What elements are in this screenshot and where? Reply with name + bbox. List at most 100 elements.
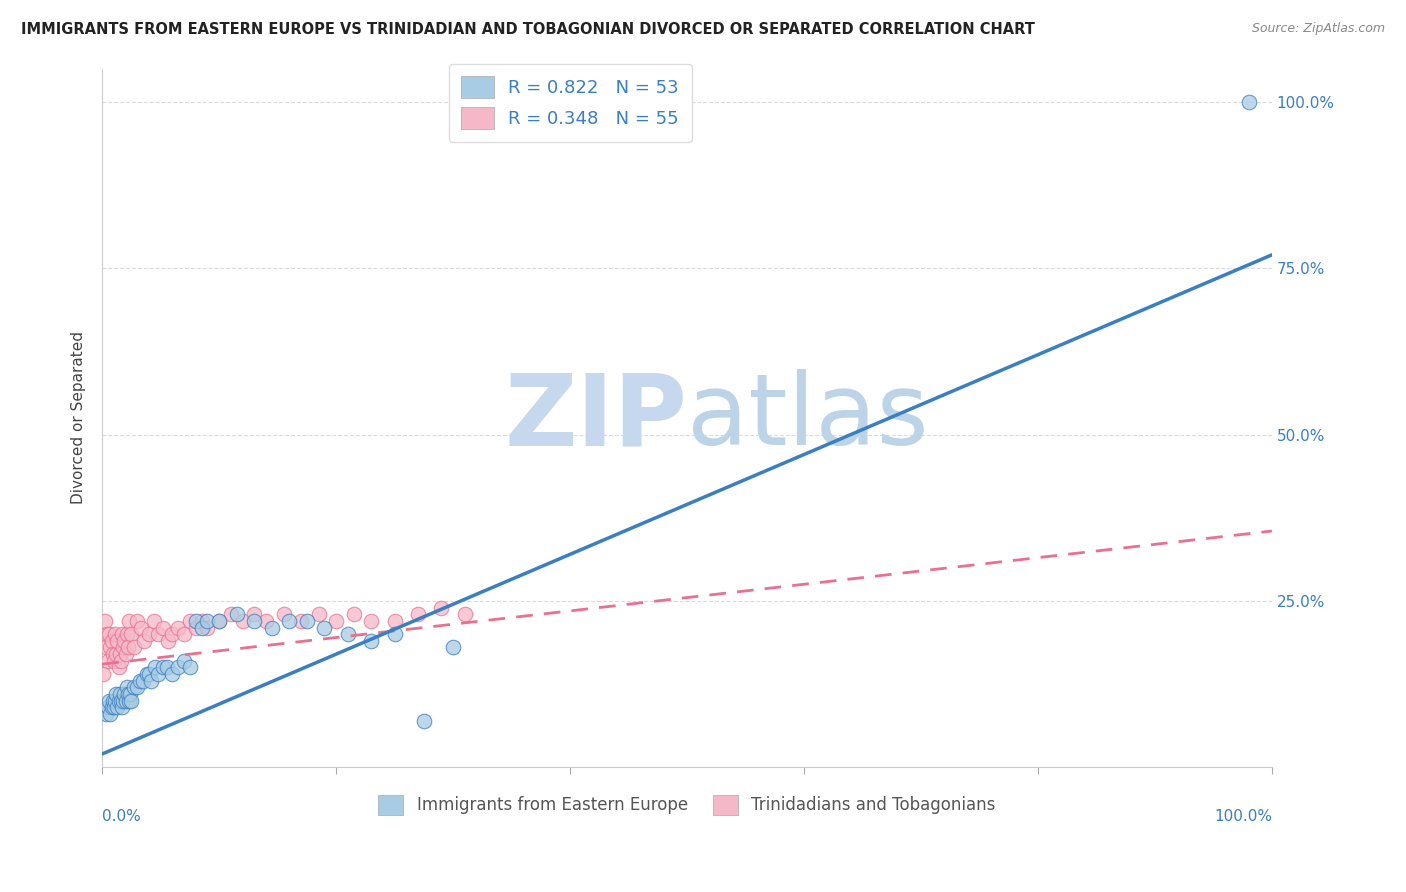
Point (111, 700, 134, 714)
Point (101, 694, 124, 708)
Point (104, 694, 127, 708)
Point (96, 627, 118, 641)
Point (100, 633, 122, 648)
Point (100, 706, 122, 721)
Point (152, 620, 174, 634)
Point (112, 640, 135, 655)
Point (325, 614, 347, 628)
Point (441, 640, 464, 655)
Point (219, 607, 242, 622)
Point (114, 687, 136, 701)
Point (110, 694, 132, 708)
Point (190, 614, 212, 628)
Point (97, 654, 120, 668)
Point (132, 673, 155, 688)
Point (97, 700, 120, 714)
Point (308, 607, 330, 622)
Point (138, 627, 160, 641)
Point (155, 660, 177, 674)
Point (184, 614, 207, 628)
Point (107, 660, 129, 674)
Point (343, 607, 366, 622)
Text: 0.0%: 0.0% (103, 809, 141, 824)
Point (104, 627, 127, 641)
Point (295, 614, 318, 628)
Point (100, 700, 122, 714)
Point (430, 600, 453, 615)
Point (197, 620, 219, 634)
Point (406, 607, 429, 622)
Point (454, 607, 477, 622)
Point (190, 620, 212, 634)
Point (134, 633, 156, 648)
Point (93, 667, 115, 681)
Point (120, 687, 142, 701)
Text: ZIP: ZIP (505, 369, 688, 467)
Point (184, 620, 207, 634)
Point (115, 627, 138, 641)
Point (114, 633, 136, 648)
Point (179, 660, 201, 674)
Point (138, 667, 160, 681)
Point (273, 607, 295, 622)
Point (103, 654, 125, 668)
Point (114, 647, 136, 661)
Text: IMMIGRANTS FROM EASTERN EUROPE VS TRINIDADIAN AND TOBAGONIAN DIVORCED OR SEPARAT: IMMIGRANTS FROM EASTERN EUROPE VS TRINID… (21, 22, 1035, 37)
Point (243, 607, 266, 622)
Point (128, 673, 150, 688)
Point (225, 607, 247, 622)
Point (105, 687, 128, 701)
Point (1237, 95, 1260, 109)
Point (142, 614, 165, 628)
Point (108, 687, 131, 701)
Point (384, 627, 406, 641)
Text: 100.0%: 100.0% (1213, 809, 1272, 824)
Point (162, 667, 184, 681)
Point (117, 687, 139, 701)
Point (114, 694, 136, 708)
Point (173, 627, 195, 641)
Point (122, 681, 145, 695)
Point (127, 614, 149, 628)
Point (120, 627, 142, 641)
Point (197, 614, 219, 628)
Point (118, 694, 141, 708)
Point (232, 614, 254, 628)
Point (162, 627, 184, 641)
Point (167, 660, 190, 674)
Point (111, 627, 134, 641)
Point (278, 614, 301, 628)
Point (135, 667, 157, 681)
Point (100, 640, 122, 655)
Text: atlas: atlas (688, 369, 929, 467)
Point (94, 640, 117, 655)
Point (290, 614, 312, 628)
Point (122, 640, 145, 655)
Point (173, 654, 195, 668)
Point (108, 647, 131, 661)
Y-axis label: Divorced or Separated: Divorced or Separated (72, 332, 86, 504)
Point (243, 614, 266, 628)
Point (112, 694, 135, 708)
Point (156, 633, 179, 648)
Point (98, 694, 121, 708)
Point (103, 700, 125, 714)
Point (93, 614, 115, 628)
Point (107, 633, 129, 648)
Point (254, 614, 277, 628)
Point (167, 620, 190, 634)
Point (94, 706, 117, 721)
Text: Source: ZipAtlas.com: Source: ZipAtlas.com (1251, 22, 1385, 36)
Point (117, 640, 139, 655)
Point (107, 694, 129, 708)
Point (141, 673, 163, 688)
Point (208, 614, 231, 628)
Point (360, 633, 382, 648)
Point (105, 647, 128, 661)
Point (336, 627, 359, 641)
Point (208, 614, 231, 628)
Point (148, 627, 170, 641)
Point (129, 620, 152, 634)
Point (314, 620, 336, 634)
Point (107, 700, 129, 714)
